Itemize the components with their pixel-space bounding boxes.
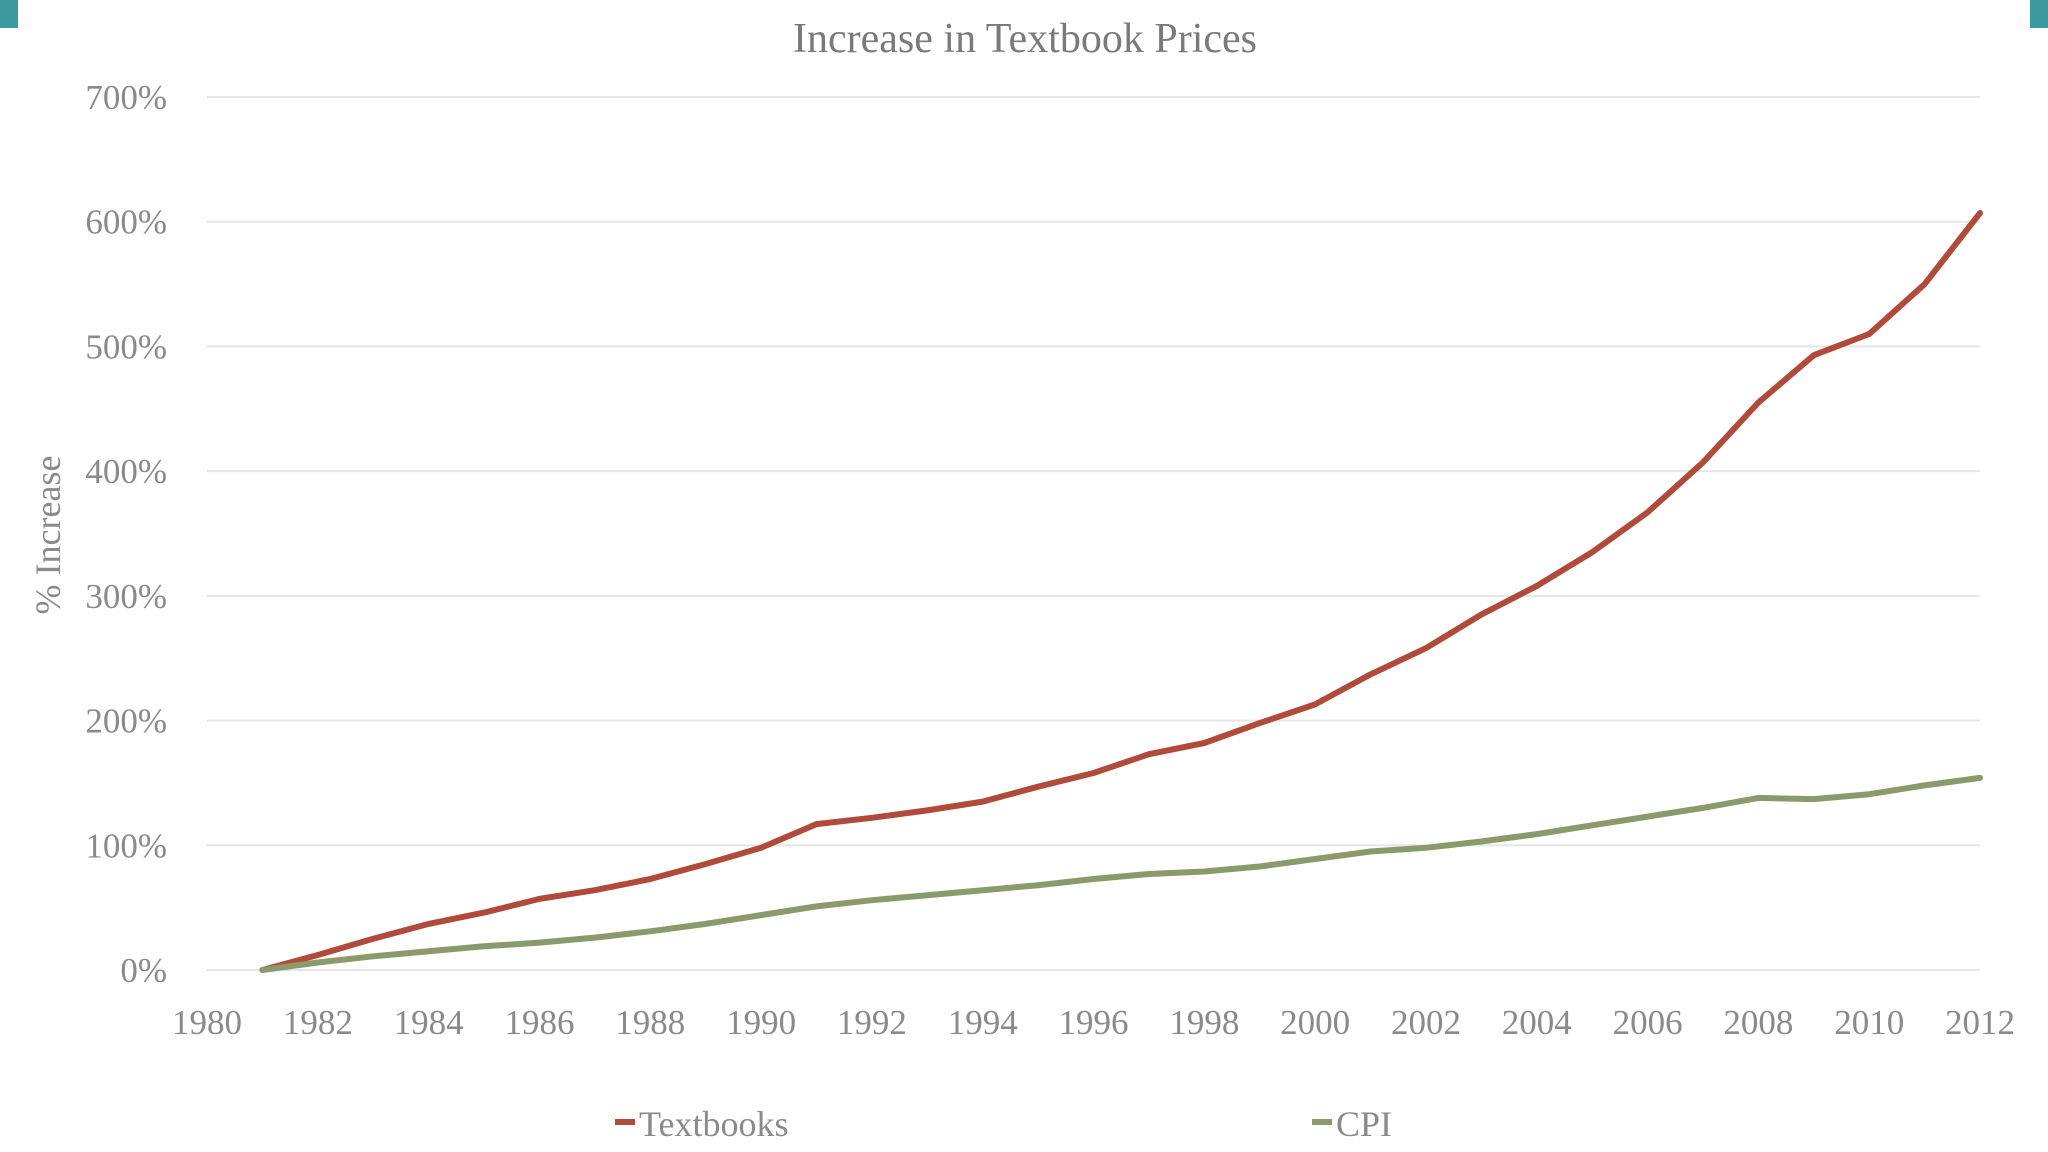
x-tick-label: 1998 (1169, 1003, 1239, 1042)
gridlines (207, 96, 1980, 971)
y-tick-label: 700% (85, 78, 167, 117)
x-tick-label: 1992 (837, 1003, 907, 1042)
x-tick-label: 1988 (615, 1003, 685, 1042)
chart-title: Increase in Textbook Prices (793, 16, 1257, 62)
x-tick-label: 1990 (726, 1003, 796, 1042)
y-tick-label: 0% (120, 951, 167, 990)
y-axis-title: % Increase (28, 456, 68, 615)
series-lines (259, 210, 1983, 973)
x-tick-label: 1996 (1059, 1003, 1129, 1042)
series-line-textbooks (259, 210, 1983, 973)
x-tick-label: 2000 (1280, 1003, 1350, 1042)
x-tick-label: 1982 (283, 1003, 353, 1042)
legend: Textbooks CPI (615, 1104, 1392, 1144)
x-tick-label: 1980 (172, 1003, 242, 1042)
legend-label: Textbooks (639, 1104, 788, 1144)
x-tick-label: 2006 (1613, 1003, 1683, 1042)
corner-accent-right (2030, 0, 2048, 28)
x-axis-ticks: 1980 1982 1984 1986 1988 1990 1992 1994 1996 1998… (172, 1003, 2015, 1042)
y-tick-label: 400% (85, 452, 167, 491)
x-tick-label: 2010 (1834, 1003, 1904, 1042)
x-tick-label: 2012 (1945, 1003, 2015, 1042)
y-tick-label: 500% (85, 327, 167, 366)
y-tick-label: 300% (85, 577, 167, 616)
x-tick-label: 1994 (948, 1003, 1018, 1042)
x-tick-label: 2008 (1723, 1003, 1793, 1042)
x-tick-label: 2004 (1502, 1003, 1572, 1042)
legend-label: CPI (1336, 1104, 1392, 1144)
x-tick-label: 1984 (394, 1003, 464, 1042)
y-tick-label: 100% (85, 826, 167, 865)
x-tick-label: 1986 (504, 1003, 574, 1042)
series-line-cpi (259, 774, 1983, 973)
y-tick-label: 600% (85, 203, 167, 242)
x-tick-label: 2002 (1391, 1003, 1461, 1042)
y-axis-ticks: 0% 100% 200% 300% 400% 500% 600% 700% (85, 78, 167, 990)
corner-accent-left (0, 0, 18, 28)
y-tick-label: 200% (85, 702, 167, 741)
